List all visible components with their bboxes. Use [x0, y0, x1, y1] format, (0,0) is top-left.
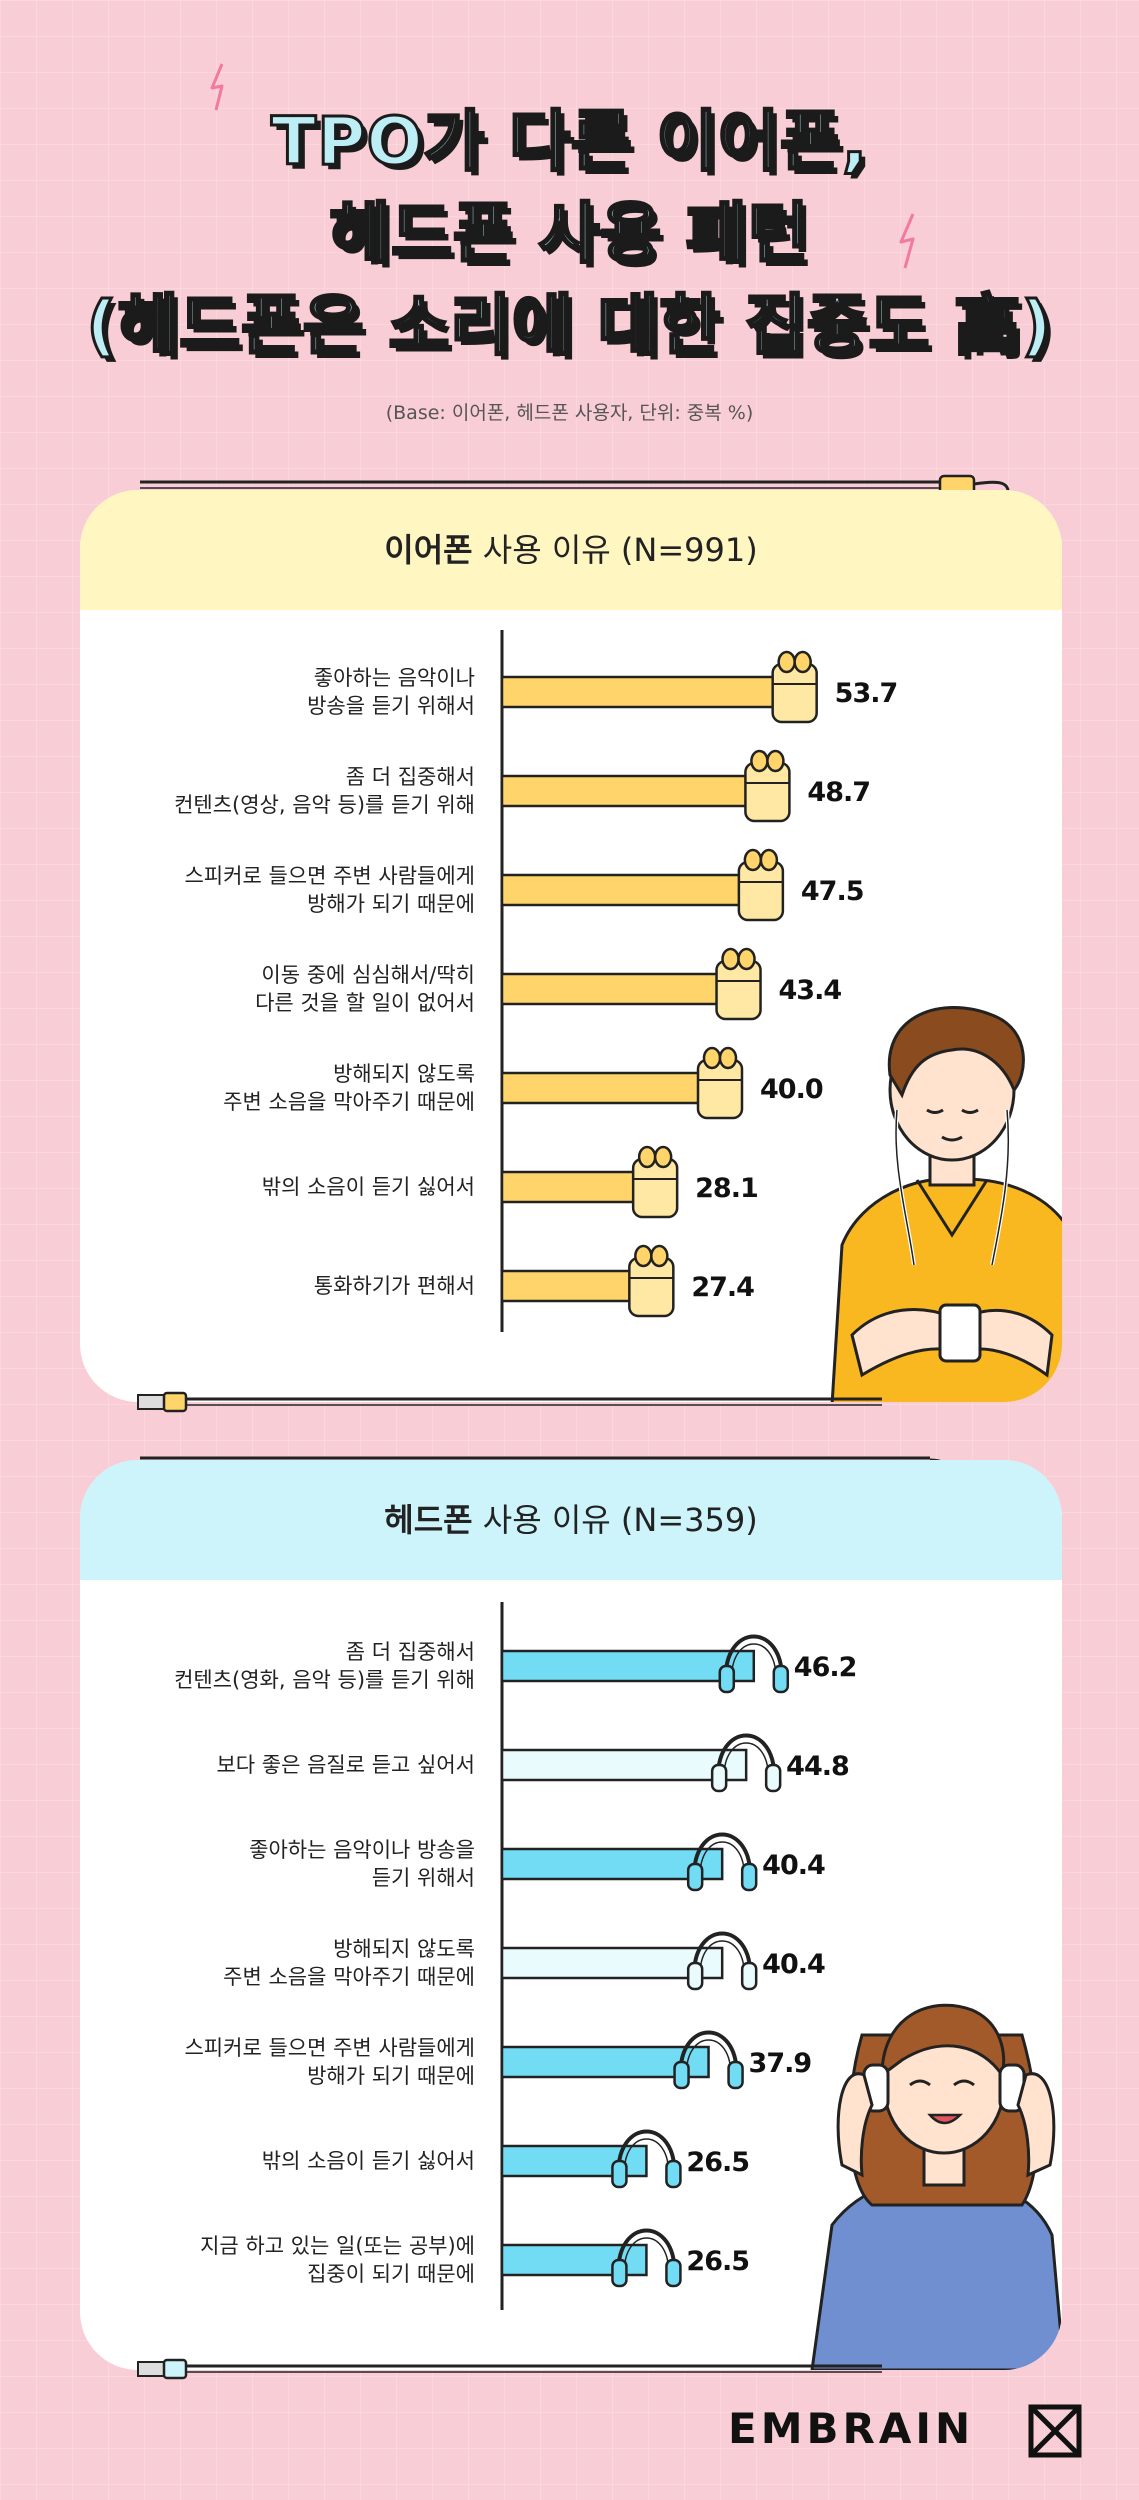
value-label: 47.5: [801, 876, 864, 907]
brand-name: EMBRAIN: [728, 2404, 975, 2453]
category-label: 스피커로 들으면 주변 사람들에게: [184, 864, 475, 888]
value-label: 44.8: [786, 1751, 849, 1782]
value-label: 40.4: [762, 1949, 825, 1980]
earbuds-case-icon: [696, 1046, 744, 1120]
embrain-logo: EMBRAIN: [728, 2404, 1088, 2460]
bar: [500, 972, 740, 1006]
man-with-earphones-illustration: [830, 1006, 1062, 1402]
header: TPO가 다른 이어폰, 헤드폰 사용 패턴 (헤드폰은 소리에 대한 집중도 …: [0, 0, 1139, 450]
bar: [500, 1748, 748, 1782]
category-label: 좋아하는 음악이나: [314, 666, 475, 690]
category-label: 좀 더 집중해서: [346, 765, 475, 789]
bar: [500, 1269, 653, 1303]
category-label: 좀 더 집중해서: [346, 1640, 475, 1664]
headphone-icon: [611, 2228, 682, 2288]
category-label: 주변 소음을 막아주기 때문에: [223, 1090, 475, 1114]
headphone-icon: [710, 1733, 782, 1793]
value-label: 43.4: [779, 975, 842, 1006]
value-label: 40.0: [760, 1074, 823, 1105]
headphone-icon: [673, 2030, 744, 2090]
earphone-cable-bottom: [137, 1391, 882, 1413]
category-label: 방송을 듣기 위해서: [307, 694, 475, 718]
category-label: 좋아하는 음악이나 방송을: [249, 1838, 475, 1862]
value-label: 27.4: [691, 1272, 754, 1303]
value-label: 26.5: [686, 2246, 749, 2277]
bar: [500, 675, 796, 709]
category-label: 방해되지 않도록: [333, 1937, 475, 1961]
headphone-icon: [611, 2129, 682, 2189]
category-label: 보다 좋은 음질로 듣고 싶어서: [216, 1753, 475, 1777]
earbuds-case-icon: [744, 749, 791, 823]
category-label: 밖의 소음이 듣기 싫어서: [262, 2149, 475, 2173]
headphone-icon: [686, 1832, 758, 1892]
woman-with-headphones-illustration: [810, 2003, 1062, 2370]
category-label: 다른 것을 할 일이 없어서: [255, 991, 475, 1015]
value-label: 37.9: [749, 2048, 812, 2079]
value-label: 26.5: [686, 2147, 749, 2178]
category-label: 컨텐츠(영상, 음악 등)를 듣기 위해: [174, 793, 475, 817]
base-note: (Base: 이어폰, 헤드폰 사용자, 단위: 중복 %): [385, 402, 754, 424]
earphone-panel-title: 이어폰 사용 이유 (N=991): [80, 490, 1062, 610]
category-label: 방해가 되기 때문에: [307, 892, 475, 916]
value-label: 53.7: [835, 678, 898, 709]
value-label: 28.1: [695, 1173, 758, 1204]
page-title-line3: (헤드폰은 소리에 대한 집중도 高): [85, 286, 1053, 366]
bar: [500, 873, 763, 907]
category-label: 집중이 되기 때문에: [307, 2262, 475, 2286]
bar: [500, 1847, 724, 1881]
category-label: 지금 하고 있는 일(또는 공부)에: [200, 2234, 475, 2258]
headphone-cable-bottom: [137, 2358, 882, 2380]
value-label: 46.2: [794, 1652, 857, 1683]
page-title-line1: TPO가 다른 이어폰,: [270, 102, 869, 182]
headphone-icon: [686, 1931, 758, 1991]
category-label: 듣기 위해서: [372, 1866, 475, 1890]
bar: [500, 1071, 722, 1105]
earbuds-case-icon: [628, 1244, 675, 1318]
category-label: 주변 소음을 막아주기 때문에: [223, 1965, 475, 1989]
value-label: 40.4: [762, 1850, 825, 1881]
value-label: 48.7: [807, 777, 870, 808]
bar: [500, 1946, 724, 1980]
earbuds-case-icon: [771, 650, 818, 724]
sparkle-icon: [210, 63, 224, 111]
sparkle-icon: [899, 213, 915, 269]
category-label: 이동 중에 심심해서/딱히: [261, 963, 475, 987]
earbuds-case-icon: [631, 1145, 679, 1219]
category-label: 방해가 되기 때문에: [307, 2064, 475, 2088]
earbuds-case-icon: [715, 947, 762, 1021]
category-label: 밖의 소음이 듣기 싫어서: [262, 1175, 475, 1199]
page-title-line2: 헤드폰 사용 패턴: [328, 194, 810, 274]
headphone-panel-title: 헤드폰 사용 이유 (N=359): [80, 1460, 1062, 1580]
bar: [500, 774, 769, 808]
category-label: 통화하기가 편해서: [314, 1274, 475, 1298]
bar: [500, 1649, 756, 1683]
category-label: 방해되지 않도록: [333, 1062, 475, 1086]
category-label: 컨텐츠(영화, 음악 등)를 듣기 위해: [174, 1668, 475, 1692]
earbuds-case-icon: [737, 848, 785, 922]
category-label: 스피커로 들으면 주변 사람들에게: [184, 2036, 475, 2060]
embrain-logo-mark: [1028, 2404, 1082, 2458]
headphone-icon: [718, 1634, 790, 1694]
